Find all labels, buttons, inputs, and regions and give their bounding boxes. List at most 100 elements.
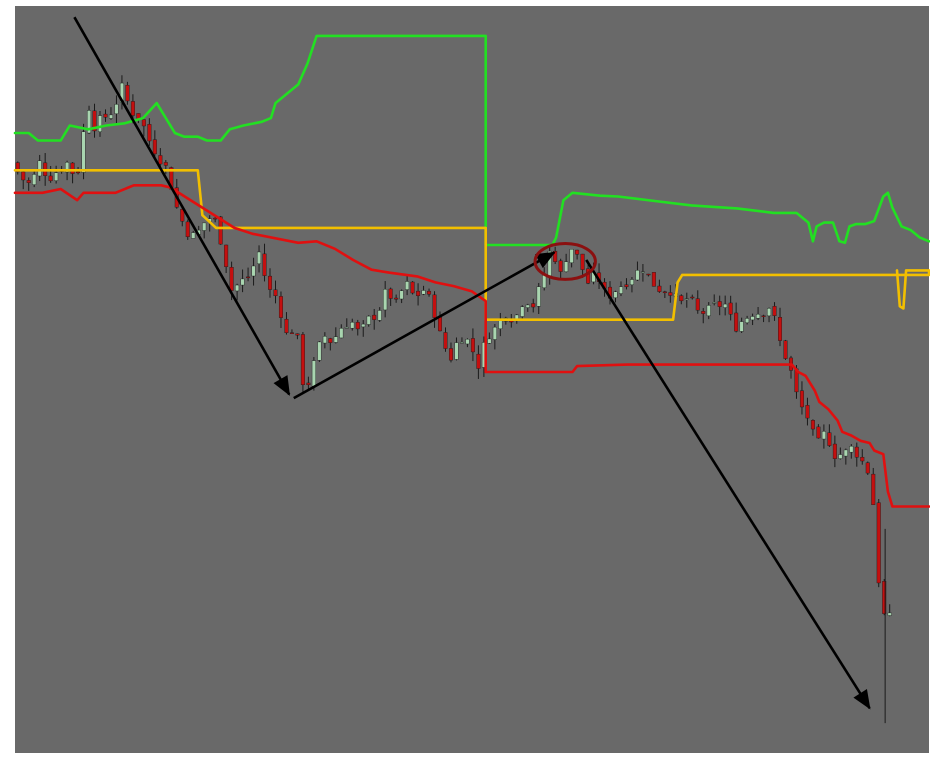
candle-body xyxy=(843,449,848,457)
candle-body xyxy=(876,502,881,584)
candle-body xyxy=(536,286,541,307)
candle-body xyxy=(180,209,185,222)
candle-body xyxy=(163,162,168,166)
candle-body xyxy=(454,342,459,360)
candle-body xyxy=(684,298,689,300)
candle-body xyxy=(569,249,574,263)
candle-body xyxy=(739,321,744,332)
candle-body xyxy=(388,288,393,299)
candle-body xyxy=(443,332,448,349)
candle-body xyxy=(328,338,333,343)
candle-body xyxy=(695,298,700,311)
candle-body xyxy=(723,303,728,308)
candle-body xyxy=(679,295,684,302)
candle-body xyxy=(646,273,651,276)
candle-body xyxy=(799,390,804,408)
candle-body xyxy=(706,305,711,317)
candle-body xyxy=(311,360,316,387)
candle-body xyxy=(333,336,338,343)
candle-body xyxy=(410,281,415,294)
candle-body xyxy=(229,267,234,291)
candle-body xyxy=(476,353,481,369)
candle-body xyxy=(399,290,404,300)
candle-body xyxy=(152,139,157,155)
candle-body xyxy=(531,303,536,308)
candle-body xyxy=(558,260,563,272)
candle-body xyxy=(213,217,218,220)
plot-background xyxy=(15,6,929,753)
candle-body xyxy=(832,443,837,459)
candle-body xyxy=(322,336,327,344)
candle-body xyxy=(772,306,777,316)
annotation-layer xyxy=(73,16,871,710)
candle-body xyxy=(48,175,53,182)
candle-body xyxy=(125,85,130,102)
candle-body xyxy=(542,275,547,288)
candle-body xyxy=(339,328,344,339)
candle-body xyxy=(613,291,618,298)
candle-body xyxy=(262,253,267,276)
candle-body xyxy=(21,171,26,181)
candle-body xyxy=(108,114,113,119)
candle-body xyxy=(635,270,640,281)
candle-body xyxy=(805,405,810,419)
candle-body xyxy=(240,278,245,286)
candle-body xyxy=(405,281,410,290)
candle-body xyxy=(76,171,81,174)
trend-arrow xyxy=(585,259,871,710)
candle-body xyxy=(246,276,251,279)
candle-body xyxy=(459,341,464,344)
candle-body xyxy=(690,296,695,299)
candle-body xyxy=(300,334,305,385)
candle-body xyxy=(575,249,580,255)
candle-body xyxy=(564,261,569,272)
candle-body xyxy=(317,341,322,361)
band-lines-layer xyxy=(13,34,930,508)
candle-body xyxy=(821,431,826,440)
candle-body xyxy=(882,581,887,614)
candle-body xyxy=(448,348,453,361)
candle-body xyxy=(251,265,256,277)
candle-body xyxy=(114,104,119,114)
candle-body xyxy=(465,339,470,345)
candle-body xyxy=(712,302,717,304)
candle-body xyxy=(887,612,892,616)
candle-body xyxy=(668,292,673,296)
candle-body xyxy=(618,286,623,294)
candle-body xyxy=(92,110,97,132)
candle-body xyxy=(257,251,262,264)
candle-body xyxy=(278,296,283,318)
candle-body xyxy=(289,332,294,334)
candle-body xyxy=(344,326,349,329)
candle-body xyxy=(81,131,86,173)
candle-body xyxy=(224,244,229,267)
candle-body xyxy=(838,454,843,459)
candle-body xyxy=(470,338,475,353)
candle-body xyxy=(640,271,645,274)
trend-arrow xyxy=(293,251,556,400)
candle-body xyxy=(520,306,525,317)
candle-body xyxy=(185,221,190,238)
candle-body xyxy=(202,222,207,231)
candle-body xyxy=(860,456,865,462)
candle-body xyxy=(701,311,706,314)
candle-body xyxy=(421,290,426,295)
candle-body xyxy=(849,446,854,453)
candle-body xyxy=(783,340,788,359)
candle-body xyxy=(651,272,656,287)
candle-body xyxy=(761,315,766,317)
candle-body xyxy=(865,462,870,474)
candle-body xyxy=(268,275,273,290)
candle-body xyxy=(383,289,388,311)
middle-band-line xyxy=(13,169,930,321)
candle-body xyxy=(438,316,443,332)
candle-body xyxy=(580,253,585,270)
candle-body xyxy=(492,326,497,340)
candle-body xyxy=(218,216,223,245)
candle-body xyxy=(394,297,399,300)
candle-body xyxy=(130,101,135,116)
candle-body xyxy=(745,318,750,323)
candle-body xyxy=(350,322,355,329)
candle-body xyxy=(372,314,377,320)
